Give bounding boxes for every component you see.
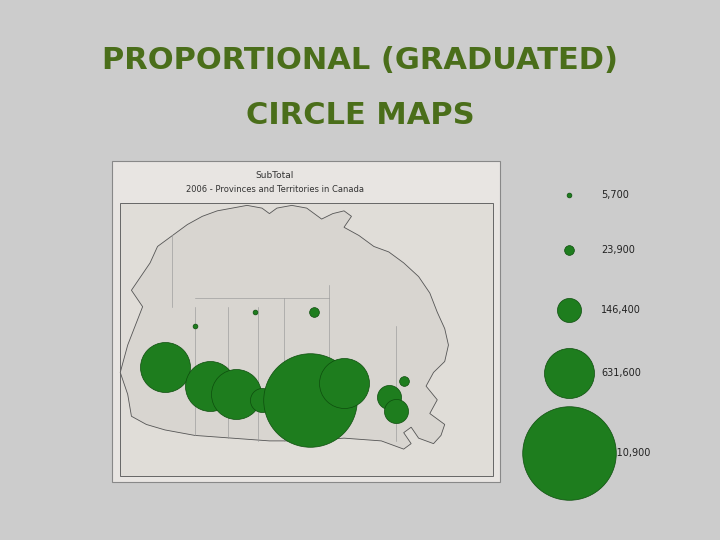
Text: 5,700: 5,700 <box>601 190 629 200</box>
FancyBboxPatch shape <box>120 202 493 476</box>
Text: SubTotal: SubTotal <box>256 171 294 180</box>
Point <box>159 363 171 372</box>
Point <box>563 448 575 457</box>
Point <box>230 390 242 399</box>
Point <box>563 191 575 199</box>
Text: PROPORTIONAL (GRADUATED): PROPORTIONAL (GRADUATED) <box>102 46 618 75</box>
Text: 23,900: 23,900 <box>601 245 635 255</box>
Point <box>189 321 201 330</box>
Point <box>390 407 402 415</box>
FancyBboxPatch shape <box>112 161 500 482</box>
Point <box>338 379 350 388</box>
Text: CIRCLE MAPS: CIRCLE MAPS <box>246 100 474 130</box>
Text: 2006 - Provinces and Territories in Canada: 2006 - Provinces and Territories in Cana… <box>186 185 364 194</box>
Polygon shape <box>120 205 449 449</box>
Point <box>204 382 215 390</box>
Point <box>563 246 575 254</box>
Point <box>308 308 320 316</box>
Point <box>305 395 316 404</box>
Text: 631,600: 631,600 <box>601 368 641 379</box>
Text: 2,210,900: 2,210,900 <box>601 448 651 458</box>
Point <box>398 376 410 385</box>
Point <box>383 393 395 401</box>
Point <box>563 306 575 314</box>
Point <box>256 395 268 404</box>
Point <box>563 369 575 377</box>
Point <box>248 308 260 316</box>
Text: 146,400: 146,400 <box>601 305 641 315</box>
